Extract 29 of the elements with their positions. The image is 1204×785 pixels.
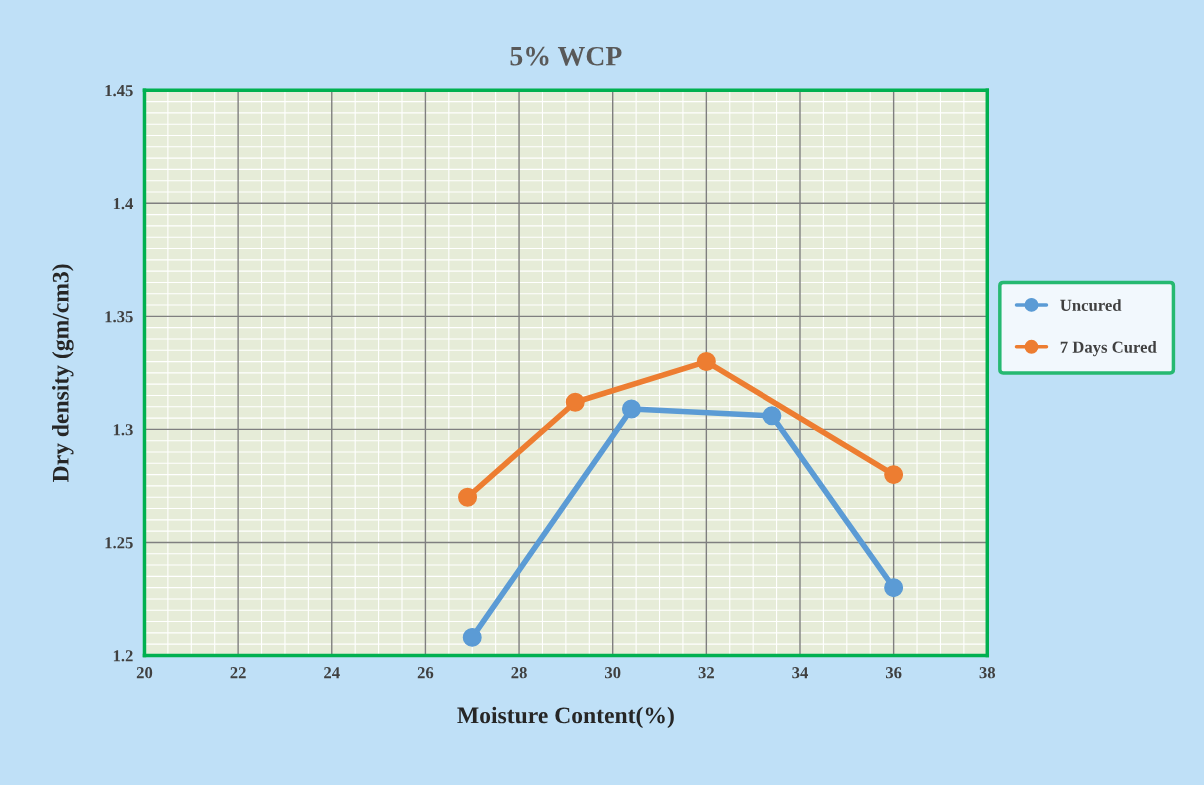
point (696, 352, 716, 372)
y-tick-label: 1.35 (105, 311, 133, 323)
x-tick-label: 24 (324, 667, 340, 679)
point (762, 406, 782, 426)
point (458, 487, 478, 507)
y-tick-label: 1.45 (105, 85, 133, 97)
y-axis-title: Dry density (gm/cm3) (52, 264, 74, 482)
y-tick-label: 1.3 (113, 424, 133, 436)
x-tick-label: 34 (792, 667, 809, 679)
point (621, 399, 641, 419)
x-tick-label: 30 (605, 667, 621, 679)
x-tick-label: 32 (698, 667, 714, 679)
point (884, 578, 904, 598)
y-tick-label: 1.4 (113, 198, 134, 210)
x-axis-title: Moisture Content(%) (457, 706, 674, 729)
chart-title: 5% WCP (510, 46, 622, 66)
point (884, 465, 904, 485)
x-tick-label: 20 (136, 667, 153, 679)
legend-label: Uncured (1060, 299, 1122, 311)
point (462, 627, 482, 647)
y-tick-label: 1.25 (105, 537, 133, 549)
x-tick-label: 22 (230, 667, 246, 679)
y-tick-label: 1.2 (113, 650, 133, 662)
point (565, 392, 585, 412)
x-tick-label: 36 (885, 667, 902, 679)
x-tick-label: 38 (979, 667, 996, 679)
x-tick-label: 28 (511, 667, 527, 679)
x-tick-label: 26 (417, 667, 434, 679)
legend-label: 7 Days Cured (1060, 341, 1157, 357)
